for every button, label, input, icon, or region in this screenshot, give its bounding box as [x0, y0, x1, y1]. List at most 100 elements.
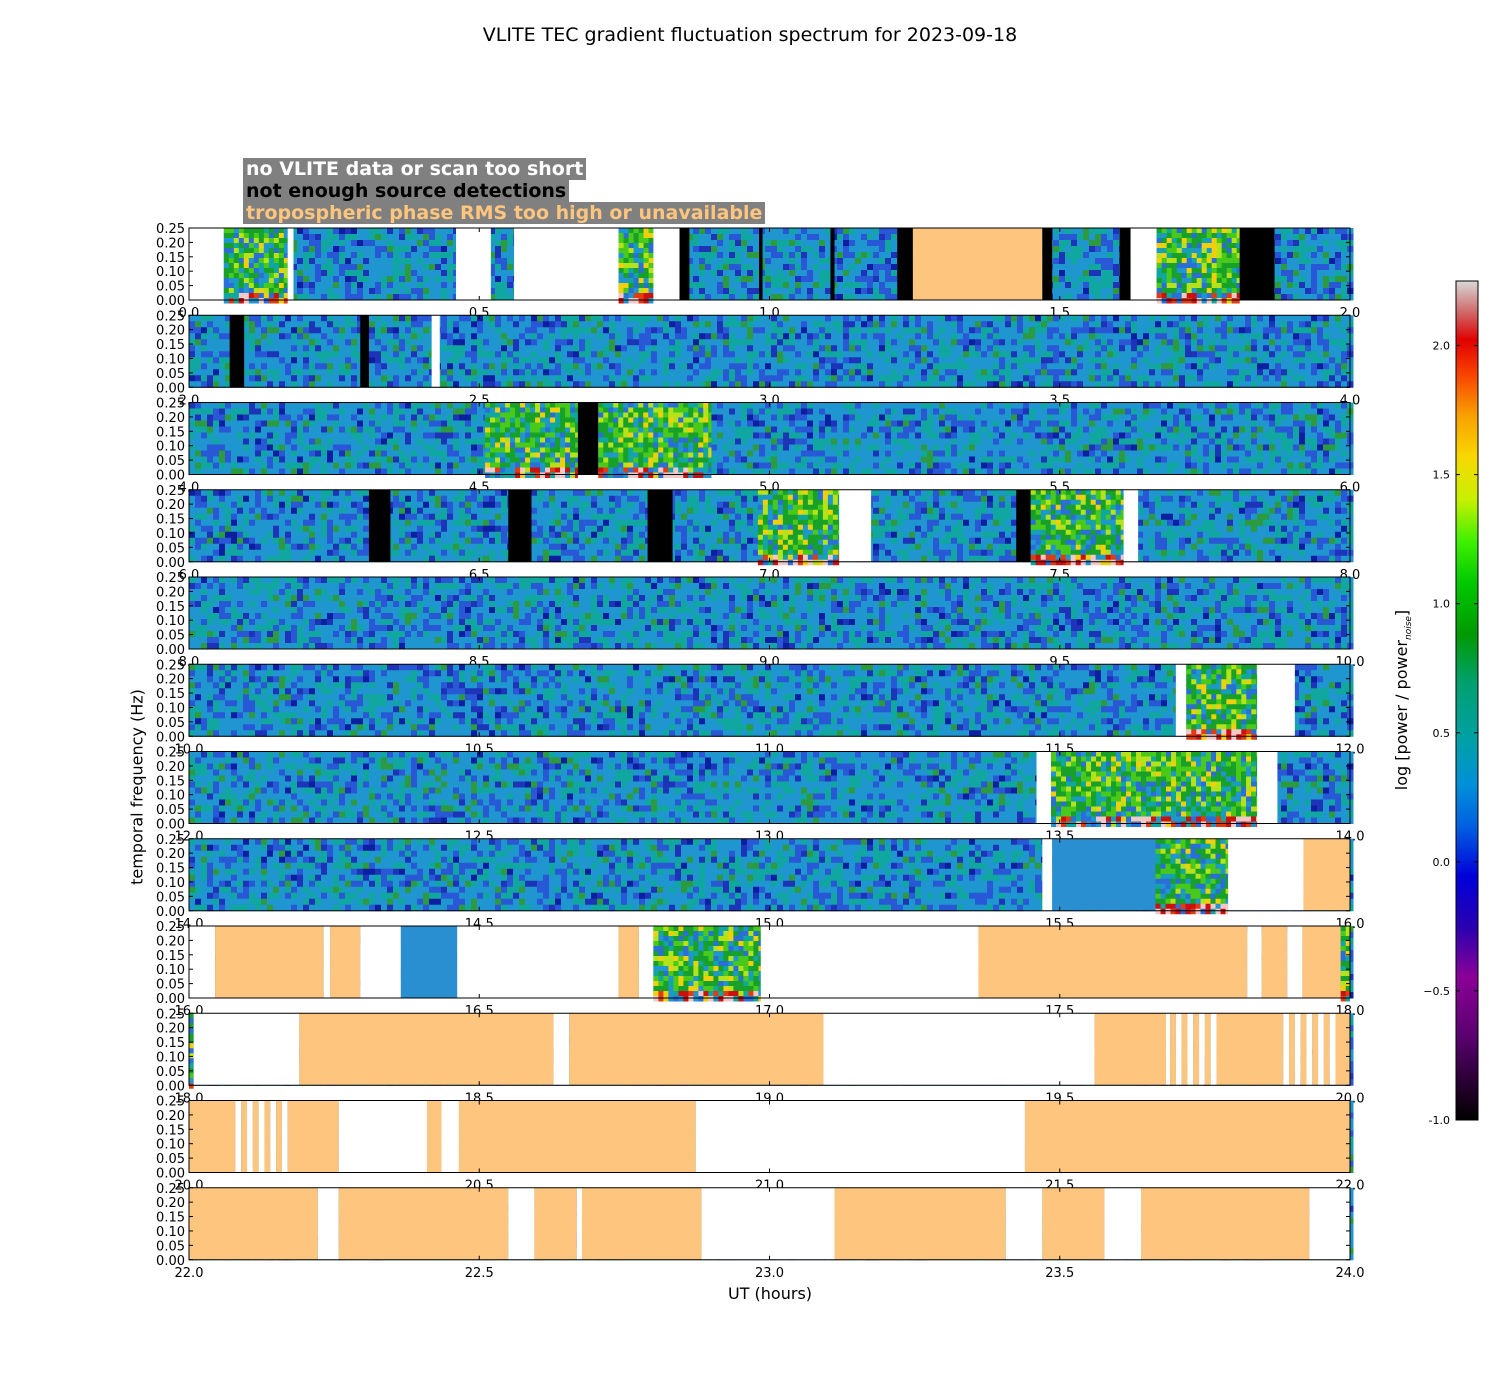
heatmap-cell: [807, 345, 814, 352]
heatmap-cell: [238, 283, 245, 289]
heatmap-cell: [489, 258, 496, 265]
heatmap-cell: [1101, 246, 1108, 253]
heatmap-cell: [813, 345, 820, 352]
heatmap-cell: [1095, 333, 1102, 340]
heatmap-cell: [351, 240, 358, 247]
heatmap-cell: [855, 258, 862, 265]
heatmap-cell: [705, 351, 712, 358]
heatmap-cell: [573, 339, 580, 346]
heatmap-cell: [375, 315, 382, 322]
heatmap-cell: [819, 381, 826, 388]
heatmap-cell: [1176, 268, 1183, 274]
heatmap-cell: [687, 258, 694, 265]
heatmap-cell: [1196, 288, 1203, 294]
heatmap-cell: [399, 357, 406, 364]
heatmap-cell: [807, 363, 814, 370]
heatmap-cell: [253, 268, 260, 274]
heatmap-cell: [525, 345, 532, 352]
heatmap-cell: [441, 363, 448, 370]
heatmap-cell: [729, 228, 736, 235]
heatmap-cell: [681, 381, 688, 388]
heatmap-cell: [1149, 345, 1156, 352]
heatmap-cell: [233, 288, 240, 294]
heatmap-cell: [1191, 321, 1198, 328]
heatmap-cell: [1329, 258, 1336, 265]
heatmap-cell: [1211, 258, 1218, 264]
heatmap-cell: [249, 351, 256, 358]
heatmap-cell: [747, 246, 754, 253]
heatmap-cell: [268, 258, 275, 264]
heatmap-cell: [657, 351, 664, 358]
heatmap-cell: [1329, 234, 1336, 241]
heatmap-cell: [1211, 273, 1218, 279]
heatmap-cell: [933, 321, 940, 328]
heatmap-cell: [879, 357, 886, 364]
heatmap-cell: [693, 258, 700, 265]
heatmap-cell: [201, 363, 208, 370]
y-tick-label: 0.20: [156, 236, 185, 251]
heatmap-cell: [387, 357, 394, 364]
heatmap-cell: [591, 375, 598, 382]
heatmap-cell: [1011, 375, 1018, 382]
heatmap-cell: [459, 321, 466, 328]
heatmap-cell: [393, 357, 400, 364]
heatmap-cell: [648, 228, 654, 234]
heatmap-cell: [1191, 363, 1198, 370]
heatmap-cell: [333, 246, 340, 253]
heatmap-cell: [219, 363, 226, 370]
heatmap-cell: [1107, 270, 1114, 277]
heatmap-cell: [879, 381, 886, 388]
heatmap-cell: [693, 276, 700, 283]
heatmap-cell: [819, 369, 826, 376]
heatmap-cell: [1047, 369, 1054, 376]
heatmap-cell: [999, 375, 1006, 382]
heatmap-cell: [663, 357, 670, 364]
heatmap-cell: [1186, 288, 1193, 294]
heatmap-cell: [477, 315, 484, 322]
heatmap-cell: [1083, 381, 1090, 388]
heatmap-cell: [393, 294, 400, 301]
heatmap-cell: [1191, 273, 1198, 279]
heatmap-cell: [585, 369, 592, 376]
heatmap-cell: [471, 339, 478, 346]
heatmap-cell: [189, 333, 196, 340]
heatmap-cell: [627, 375, 634, 382]
heatmap-cell: [483, 345, 490, 352]
heatmap-cell: [381, 315, 388, 322]
heatmap-cell: [1281, 240, 1288, 247]
heatmap-cell: [1131, 357, 1138, 364]
heatmap-cell: [1176, 288, 1183, 294]
heatmap-cell: [711, 282, 718, 289]
heatmap-cell: [657, 357, 664, 364]
heatmap-cell: [873, 246, 880, 253]
heatmap-cell: [753, 270, 760, 277]
heatmap-cell: [309, 258, 316, 265]
heatmap-cell: [573, 321, 580, 328]
heatmap-cell: [873, 369, 880, 376]
heatmap-cell: [489, 351, 496, 358]
heatmap-cell: [327, 327, 334, 334]
heatmap-cell: [873, 327, 880, 334]
heatmap-cell: [1181, 293, 1188, 299]
heatmap-cell: [405, 234, 412, 241]
heatmap-cell: [753, 351, 760, 358]
heatmap-cell: [405, 357, 412, 364]
heatmap-cell: [357, 276, 364, 283]
heatmap-cell: [1197, 333, 1204, 340]
heatmap-cell: [1206, 233, 1213, 239]
heatmap-cell: [789, 246, 796, 253]
heatmap-cell: [1206, 283, 1213, 289]
heatmap-cell: [1201, 263, 1208, 269]
heatmap-cell: [1156, 288, 1163, 294]
heatmap-cell: [1053, 315, 1060, 322]
heatmap-cell: [669, 315, 676, 322]
heatmap-cell: [813, 288, 820, 295]
heatmap-cell: [723, 345, 730, 352]
heatmap-cell: [1107, 234, 1114, 241]
heatmap-cell: [1171, 283, 1178, 289]
heatmap-cell: [663, 381, 670, 388]
heatmap-cell: [975, 351, 982, 358]
heatmap-cell: [638, 253, 645, 259]
heatmap-cell: [603, 333, 610, 340]
heatmap-cell: [345, 333, 352, 340]
